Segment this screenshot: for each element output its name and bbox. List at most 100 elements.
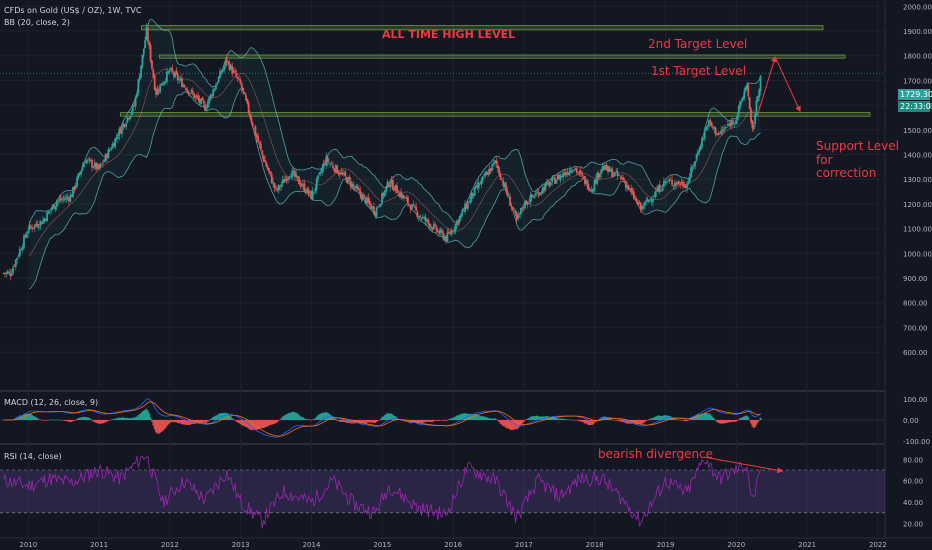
- candle-body: [582, 176, 585, 178]
- macd-hist-bar: [675, 419, 678, 420]
- candle-body: [341, 172, 344, 174]
- candle-body: [99, 164, 102, 168]
- candle-body: [205, 108, 208, 110]
- rsi-legend[interactable]: RSI (14, close): [4, 452, 62, 461]
- candle-body: [662, 180, 665, 187]
- macd-hist-bar: [156, 420, 159, 434]
- macd-hist-bar: [615, 420, 618, 421]
- macd-hist-bar: [477, 415, 480, 420]
- candle-body: [526, 202, 529, 205]
- candle-body: [265, 162, 268, 167]
- candle-body: [235, 73, 238, 78]
- macd-hist-bar: [232, 419, 235, 420]
- candle-body: [266, 166, 269, 170]
- macd-hist-bar: [703, 413, 706, 420]
- macd-pane[interactable]: [0, 398, 885, 438]
- candle-body: [732, 121, 735, 123]
- candle-body: [123, 124, 126, 127]
- candle-body: [724, 127, 727, 130]
- macd-hist-bar: [724, 420, 727, 424]
- candle-body: [352, 184, 355, 186]
- macd-hist-bar: [490, 418, 492, 420]
- price-tick-label: 800.00: [903, 300, 928, 308]
- candle-body: [257, 136, 260, 143]
- candle-body: [603, 166, 605, 171]
- macd-hist-bar: [558, 418, 560, 420]
- macd-hist-bar: [38, 419, 40, 420]
- candle-body: [631, 190, 634, 192]
- macd-hist-bar: [669, 416, 672, 420]
- candle-body: [8, 271, 10, 273]
- candle-body: [646, 199, 649, 202]
- rsi-pane[interactable]: [0, 455, 885, 529]
- macd-hist-bar: [645, 420, 648, 421]
- macd-hist-bar: [680, 420, 683, 421]
- candle-body: [21, 246, 24, 250]
- candle-body: [168, 70, 171, 72]
- macd-hist-bar: [197, 420, 200, 424]
- macd-hist-bar: [155, 420, 157, 433]
- macd-hist-bar: [598, 418, 601, 420]
- candle-body: [714, 127, 717, 135]
- macd-hist-bar: [526, 418, 529, 420]
- macd-hist-bar: [344, 420, 347, 423]
- candle-body: [654, 191, 657, 197]
- candle-body: [387, 182, 390, 187]
- candle-body: [230, 65, 232, 70]
- macd-hist-bar: [122, 417, 125, 420]
- macd-hist-bar: [623, 420, 626, 423]
- macd-hist-bar: [618, 420, 620, 422]
- macd-hist-bar: [515, 420, 518, 430]
- macd-hist-bar: [341, 420, 344, 422]
- macd-hist-bar: [273, 420, 276, 424]
- candle-body: [181, 77, 183, 87]
- candles[interactable]: [2, 23, 762, 281]
- macd-hist-bar: [84, 416, 87, 420]
- bb-legend[interactable]: BB (20, close, 2): [4, 18, 70, 27]
- macd-legend[interactable]: MACD (12, 26, close, 9): [4, 398, 99, 407]
- macd-hist-bar: [258, 420, 261, 429]
- macd-hist-bar: [718, 420, 721, 424]
- candle-body: [47, 211, 50, 214]
- macd-hist-bar: [585, 420, 588, 424]
- macd-hist-bar: [231, 418, 234, 420]
- time-tick-label: 2011: [90, 541, 108, 549]
- candle-body: [743, 91, 746, 99]
- chart-title: CFDs on Gold (US$ / OZ), 1W, TVC: [4, 6, 142, 15]
- macd-hist-bar: [243, 420, 246, 427]
- macd-hist-bar: [168, 420, 171, 424]
- macd-hist-bar: [702, 413, 705, 420]
- candle-body: [36, 223, 39, 227]
- candle-body: [148, 41, 151, 46]
- macd-hist-bar: [682, 420, 684, 421]
- candle-body: [28, 224, 31, 231]
- ath-label: ALL TIME HIGH LEVEL: [382, 28, 516, 41]
- candle-body: [121, 125, 123, 134]
- macd-hist-bar: [453, 417, 456, 420]
- candle-body: [447, 231, 450, 234]
- candle-body: [750, 108, 752, 122]
- macd-hist-bar: [345, 420, 348, 423]
- macd-hist-bar: [507, 420, 510, 429]
- macd-hist-bar: [310, 420, 313, 421]
- macd-hist-bar: [522, 420, 525, 423]
- macd-hist-bar: [684, 420, 687, 422]
- candle-body: [284, 178, 287, 182]
- candle-body: [563, 172, 566, 175]
- candle-body: [14, 259, 17, 267]
- candle-body: [223, 65, 226, 70]
- candle-body: [126, 117, 129, 123]
- macd-hist-bar: [336, 420, 339, 421]
- candle-body: [381, 193, 383, 204]
- candle-body: [295, 174, 298, 178]
- macd-hist-bar: [697, 414, 699, 420]
- macd-hist-bar: [223, 412, 226, 420]
- macd-hist-bar: [551, 416, 554, 420]
- macd-hist-bar: [204, 420, 206, 423]
- candle-body: [125, 123, 127, 128]
- macd-hist-bar: [294, 412, 296, 420]
- time-tick-label: 2013: [232, 541, 250, 549]
- price-tick-label: 1200.00: [903, 201, 932, 209]
- candle-body: [575, 168, 578, 173]
